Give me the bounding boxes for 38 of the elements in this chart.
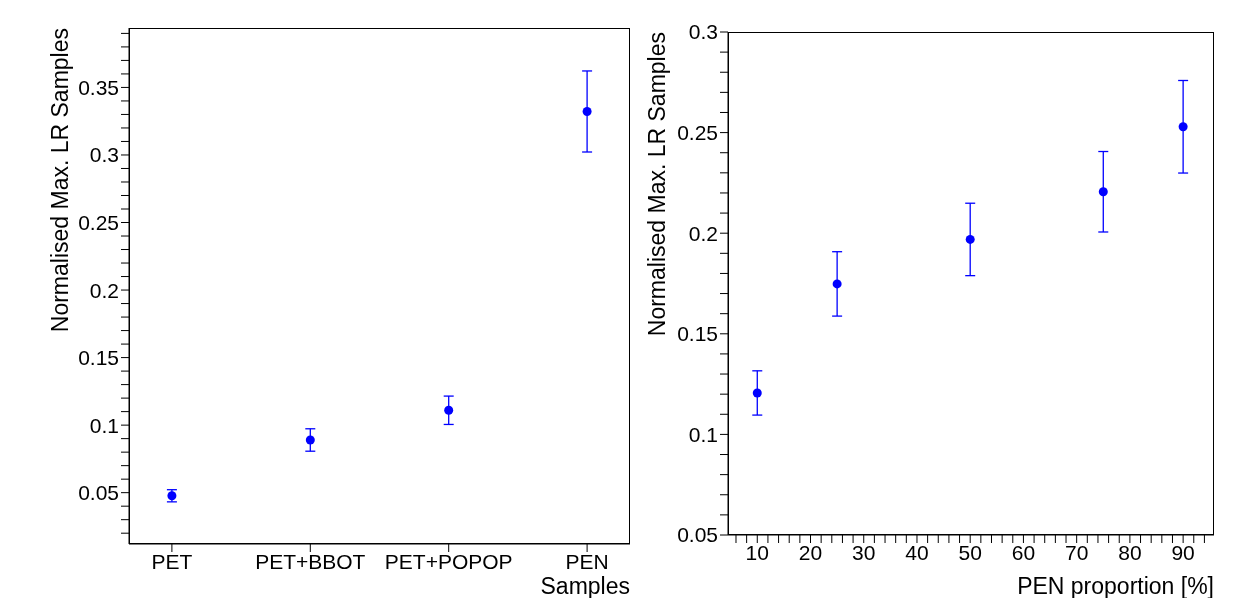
x-tick-label: 20 — [798, 540, 823, 564]
point — [444, 405, 454, 415]
y-tick-label: 0.05 — [78, 481, 119, 505]
y-tick-label: 0.2 — [688, 221, 718, 245]
x-axis-title: PEN proportion [%] — [1017, 573, 1214, 598]
point — [752, 388, 762, 398]
x-tick-label: 50 — [958, 540, 982, 564]
x-tick-label: PET — [151, 549, 193, 573]
y-tick-label: 0.3 — [688, 20, 718, 44]
point — [1178, 122, 1188, 132]
x-axis-title: Samples — [540, 573, 630, 598]
y-tick-label: 0.35 — [78, 75, 119, 99]
y-tick-label: 0.25 — [677, 121, 718, 145]
x-tick-label: 40 — [905, 540, 929, 564]
point — [1098, 187, 1108, 197]
x-tick-label: 90 — [1171, 540, 1195, 564]
y-tick-label: 0.05 — [677, 523, 718, 547]
point — [305, 435, 315, 445]
y-tick-label: 0.3 — [89, 143, 119, 167]
point — [832, 279, 842, 289]
x-tick-label: 30 — [852, 540, 876, 564]
point — [965, 234, 975, 244]
x-tick-label: 70 — [1064, 540, 1089, 564]
y-tick-label: 0.2 — [89, 278, 119, 302]
y-tick-label: 0.25 — [78, 210, 119, 234]
x-tick-label: PET+POPOP — [384, 549, 513, 573]
x-tick-label: PEN — [565, 549, 609, 573]
x-tick-label: 10 — [745, 540, 769, 564]
x-tick-label: 60 — [1011, 540, 1036, 564]
x-tick-label: 80 — [1118, 540, 1142, 564]
y-tick-label: 0.15 — [78, 346, 119, 370]
y-tick-label: 0.15 — [677, 322, 718, 346]
y-tick-label: 0.1 — [89, 413, 119, 437]
point — [582, 106, 592, 116]
x-tick-label: PET+BBOT — [255, 549, 366, 573]
y-axis-title: Normalised Max. LR Samples — [47, 28, 73, 333]
y-axis-title: Normalised Max. LR Samples — [644, 32, 670, 337]
y-tick-label: 0.1 — [688, 422, 718, 446]
